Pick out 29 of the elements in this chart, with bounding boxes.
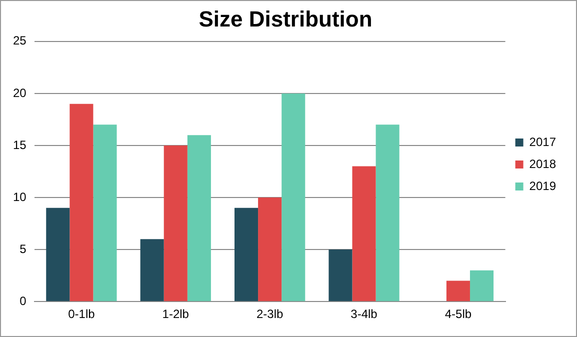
x-tick-label: 0-1lb bbox=[68, 307, 96, 322]
y-tick-label: 10 bbox=[12, 190, 27, 204]
y-tick-label: 15 bbox=[12, 138, 27, 152]
x-tick-label: 2-3lb bbox=[256, 307, 284, 322]
x-tick-label: 4-5lb bbox=[444, 307, 472, 322]
y-tick-label: 25 bbox=[12, 34, 27, 48]
bar bbox=[164, 145, 188, 302]
bar bbox=[376, 124, 400, 302]
y-tick-label: 20 bbox=[12, 86, 27, 100]
bar bbox=[70, 104, 94, 302]
bar bbox=[446, 280, 470, 302]
x-tick-label: 3-4lb bbox=[350, 307, 378, 322]
legend-label: 2018 bbox=[529, 156, 556, 171]
legend-label: 2017 bbox=[529, 134, 556, 149]
y-tick-label: 5 bbox=[20, 242, 27, 256]
bar bbox=[282, 93, 306, 302]
bar bbox=[234, 208, 258, 302]
y-tick-label: 0 bbox=[20, 294, 27, 308]
bar bbox=[187, 135, 211, 302]
bar bbox=[470, 270, 494, 302]
bar bbox=[352, 166, 376, 302]
bar bbox=[258, 198, 282, 302]
x-tick-label: 1-2lb bbox=[162, 307, 190, 322]
bar bbox=[140, 239, 164, 302]
bar bbox=[328, 250, 352, 302]
chart-title: Size Distribution bbox=[198, 6, 372, 32]
bar bbox=[93, 124, 117, 302]
bar bbox=[46, 208, 70, 302]
legend-label: 2019 bbox=[529, 178, 556, 193]
